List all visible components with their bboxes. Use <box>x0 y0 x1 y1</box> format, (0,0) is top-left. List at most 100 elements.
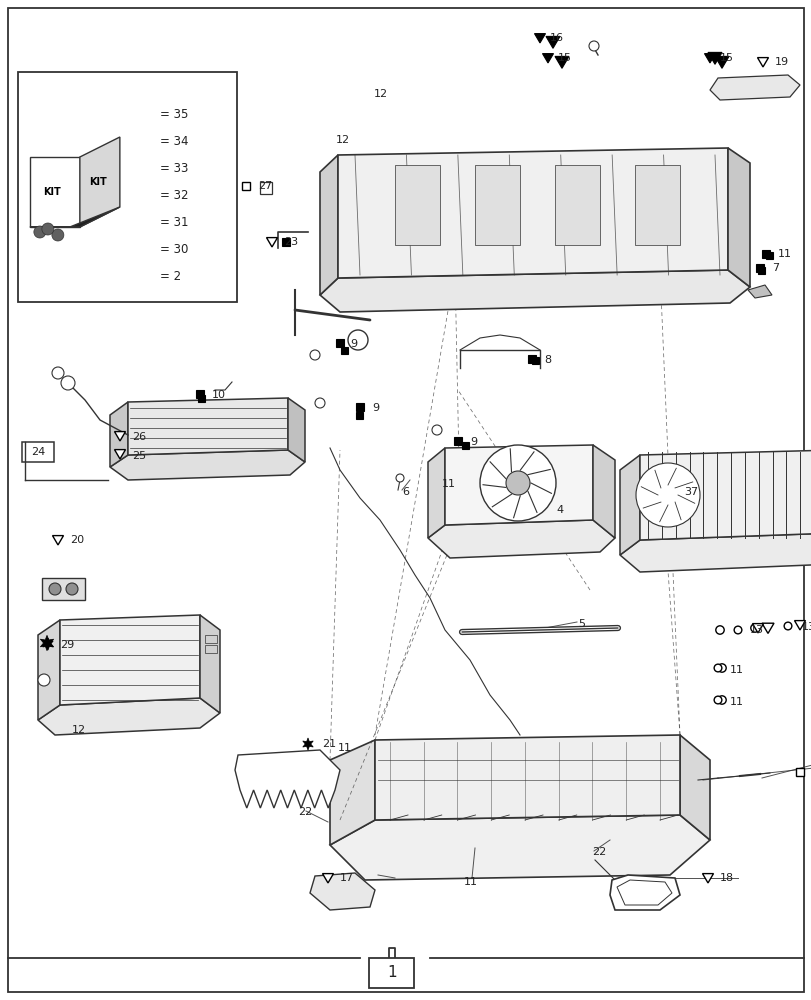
Polygon shape <box>38 698 220 735</box>
Circle shape <box>715 626 723 634</box>
Circle shape <box>667 488 675 496</box>
Text: = 32: = 32 <box>160 189 188 202</box>
Polygon shape <box>41 635 54 651</box>
Text: 8: 8 <box>543 355 551 365</box>
Text: 11: 11 <box>463 877 478 887</box>
Bar <box>757 266 765 273</box>
Polygon shape <box>322 874 333 883</box>
Text: 11: 11 <box>337 743 351 753</box>
Polygon shape <box>427 520 614 558</box>
Circle shape <box>717 696 725 704</box>
Polygon shape <box>761 623 773 633</box>
Text: 25: 25 <box>132 451 146 461</box>
Polygon shape <box>337 148 727 278</box>
Circle shape <box>713 696 721 704</box>
Circle shape <box>713 664 721 672</box>
Polygon shape <box>137 137 148 147</box>
Bar <box>198 394 205 401</box>
Circle shape <box>588 41 599 51</box>
Polygon shape <box>444 445 592 525</box>
Text: 11: 11 <box>729 665 743 675</box>
Text: 22: 22 <box>298 807 312 817</box>
Text: 24: 24 <box>31 447 45 457</box>
Text: 15: 15 <box>557 53 571 63</box>
Text: 20: 20 <box>70 535 84 545</box>
Polygon shape <box>714 56 728 68</box>
Text: 19: 19 <box>774 57 788 67</box>
Polygon shape <box>793 621 805 630</box>
Text: 22: 22 <box>591 847 606 857</box>
Polygon shape <box>200 615 220 713</box>
Text: 1: 1 <box>387 965 396 980</box>
Polygon shape <box>320 270 749 312</box>
Polygon shape <box>109 402 128 467</box>
Polygon shape <box>679 735 709 840</box>
Polygon shape <box>42 578 85 600</box>
Polygon shape <box>375 735 679 820</box>
Polygon shape <box>128 398 288 455</box>
Polygon shape <box>545 36 560 48</box>
Polygon shape <box>329 740 375 845</box>
Circle shape <box>52 367 64 379</box>
Bar <box>242 182 250 190</box>
Circle shape <box>431 425 441 435</box>
Bar <box>369 958 414 988</box>
Bar <box>139 165 147 173</box>
Circle shape <box>52 229 64 241</box>
Bar <box>394 165 440 245</box>
Circle shape <box>42 223 54 235</box>
Text: 11: 11 <box>777 249 791 259</box>
Polygon shape <box>60 615 200 705</box>
Text: 9: 9 <box>470 437 477 447</box>
Text: 26: 26 <box>132 432 146 442</box>
Circle shape <box>61 376 75 390</box>
Polygon shape <box>747 285 771 298</box>
Circle shape <box>139 192 147 200</box>
Text: 7: 7 <box>771 263 779 273</box>
Polygon shape <box>702 874 713 883</box>
Text: = 35: = 35 <box>160 108 188 121</box>
Text: 13: 13 <box>749 625 763 635</box>
Bar <box>527 355 535 363</box>
Polygon shape <box>79 137 120 227</box>
Bar <box>341 347 348 354</box>
Polygon shape <box>707 52 721 64</box>
Text: 12: 12 <box>374 89 388 99</box>
Text: 27: 27 <box>258 181 272 191</box>
Polygon shape <box>30 157 79 227</box>
Bar <box>474 165 519 245</box>
Text: 16: 16 <box>549 33 564 43</box>
Polygon shape <box>266 238 277 247</box>
Polygon shape <box>427 448 444 538</box>
Polygon shape <box>609 875 679 910</box>
Bar <box>795 768 803 776</box>
Circle shape <box>733 626 741 634</box>
Polygon shape <box>620 533 811 572</box>
Circle shape <box>310 350 320 360</box>
Text: 21: 21 <box>322 739 336 749</box>
Bar <box>554 165 599 245</box>
Text: = 33: = 33 <box>160 162 188 175</box>
Text: KIT: KIT <box>43 187 61 197</box>
Circle shape <box>783 622 791 630</box>
Polygon shape <box>137 218 148 228</box>
Polygon shape <box>534 34 545 43</box>
Circle shape <box>479 445 556 521</box>
Bar <box>356 403 363 411</box>
Text: 13: 13 <box>801 622 811 632</box>
Text: 5: 5 <box>577 619 584 629</box>
Text: 29: 29 <box>60 640 74 650</box>
Text: 4: 4 <box>556 505 563 515</box>
Text: KIT: KIT <box>89 177 106 187</box>
Text: 9: 9 <box>350 339 357 349</box>
Circle shape <box>139 273 147 281</box>
Polygon shape <box>616 880 672 905</box>
Bar <box>22 442 54 462</box>
Bar <box>453 437 461 445</box>
Bar <box>462 442 469 448</box>
Polygon shape <box>109 450 305 480</box>
Text: = 2: = 2 <box>160 270 181 284</box>
Polygon shape <box>620 455 639 555</box>
Text: = 31: = 31 <box>160 216 188 229</box>
Bar <box>532 357 539 363</box>
